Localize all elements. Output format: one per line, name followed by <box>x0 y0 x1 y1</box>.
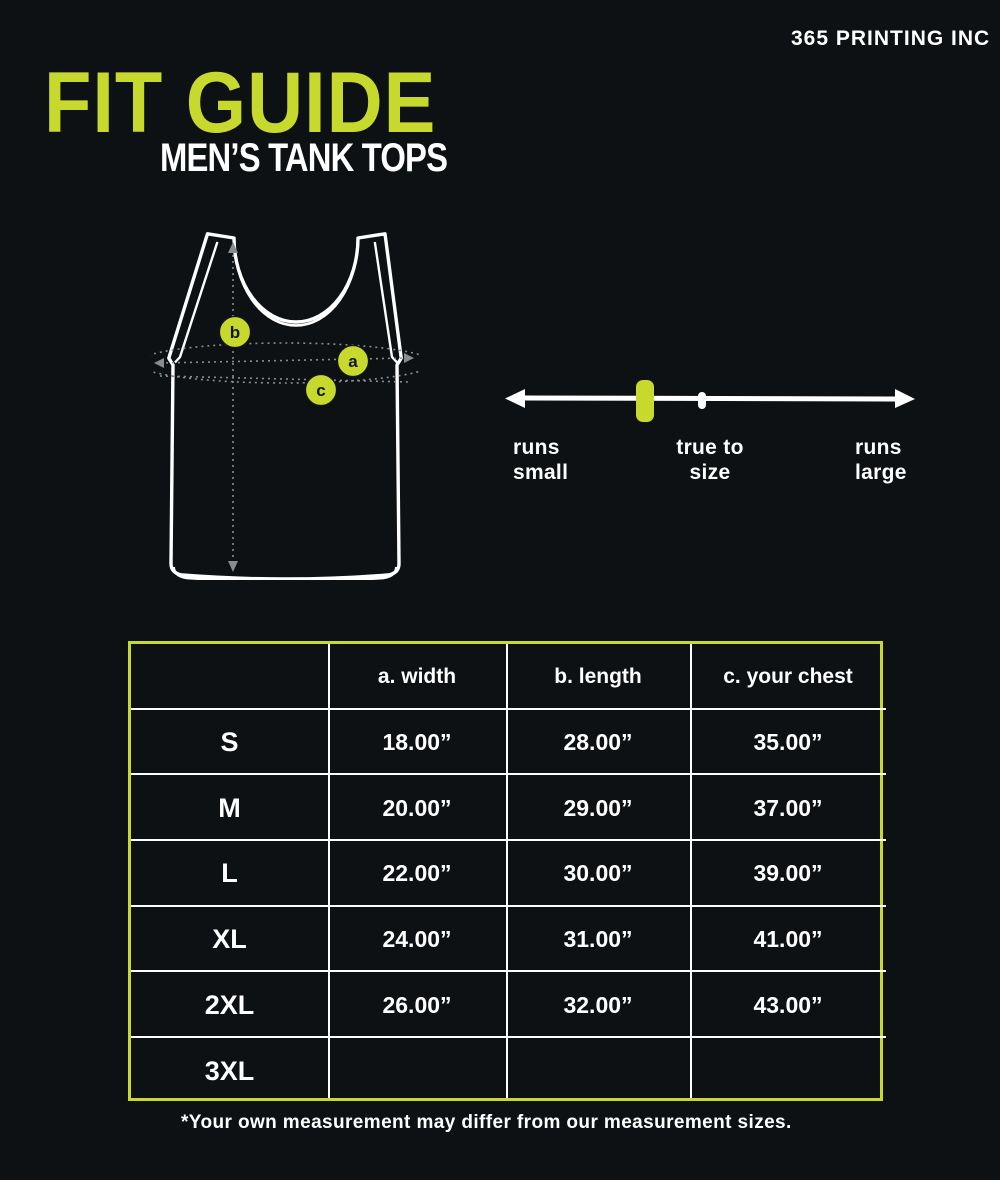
svg-text:b: b <box>230 323 240 342</box>
svg-text:c: c <box>316 381 325 400</box>
svg-text:a: a <box>348 352 358 371</box>
